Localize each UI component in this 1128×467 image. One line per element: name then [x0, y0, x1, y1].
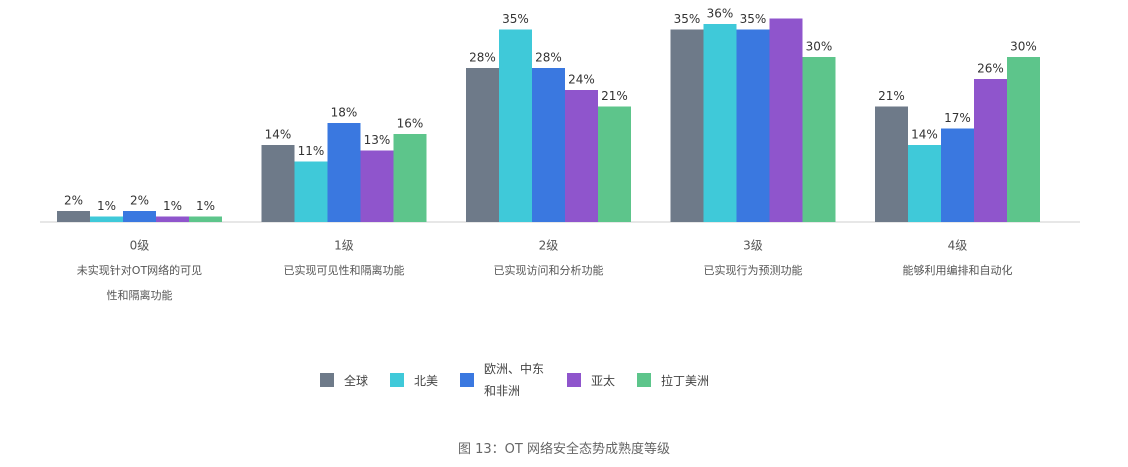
value-label: 35%	[674, 12, 701, 26]
value-label: 28%	[469, 51, 496, 65]
legend-item: 北美	[390, 372, 438, 389]
bar	[974, 79, 1007, 222]
value-label: 21%	[878, 89, 905, 103]
bar	[1007, 57, 1040, 222]
value-label: 1%	[97, 199, 116, 213]
category-label: 2级	[539, 239, 559, 253]
legend-label: 全球	[344, 373, 369, 388]
value-label: 16%	[397, 117, 424, 131]
bar	[393, 134, 427, 222]
legend-swatch	[460, 373, 475, 387]
value-label: 17%	[944, 111, 971, 125]
legend-label: 拉丁美洲	[661, 373, 710, 388]
bar	[294, 161, 328, 222]
bar	[670, 29, 704, 222]
category-description: 性和隔离功能	[107, 288, 173, 302]
bar	[802, 57, 836, 222]
caption: 图 13：OT 网络安全态势成熟度等级	[458, 442, 670, 457]
bar	[941, 128, 974, 222]
legend-swatch	[567, 373, 582, 387]
value-label: 36%	[707, 7, 734, 21]
value-label: 26%	[977, 62, 1004, 76]
bar	[703, 24, 737, 222]
value-label: 24%	[568, 73, 595, 87]
bar	[327, 123, 361, 222]
value-label: 18%	[331, 106, 358, 120]
value-label: 35%	[502, 12, 529, 26]
legend: 全球 北美 欧洲、中东和非洲 亚太 拉丁美洲	[320, 358, 709, 402]
value-label: 1%	[196, 199, 215, 213]
legend-item: 拉丁美洲	[637, 372, 709, 389]
bar	[565, 90, 598, 222]
value-label: 14%	[265, 128, 292, 142]
bar	[598, 106, 631, 222]
bar	[769, 18, 803, 222]
category-label: 4级	[948, 239, 968, 253]
category-description: 已实现可见性和隔离功能	[284, 263, 405, 277]
bar	[908, 145, 941, 222]
bar	[189, 216, 222, 222]
bar	[875, 106, 908, 222]
category-description: 已实现行为预测功能	[704, 263, 803, 277]
bar	[57, 211, 90, 222]
bar	[499, 29, 532, 222]
bar	[736, 29, 770, 222]
value-label: 14%	[911, 128, 938, 142]
legend-item: 全球	[320, 372, 368, 389]
value-label: 11%	[298, 144, 325, 158]
legend-label: 北美	[414, 373, 439, 388]
legend-label: 亚太	[591, 373, 616, 388]
bar	[360, 150, 394, 222]
legend-swatch	[390, 373, 405, 387]
value-label: 13%	[364, 133, 391, 147]
value-label: 21%	[601, 89, 628, 103]
value-label: 2%	[64, 194, 83, 208]
legend-item: 欧洲、中东和非洲	[460, 358, 545, 402]
bar	[532, 68, 565, 222]
value-label: 30%	[806, 40, 833, 54]
bar	[261, 145, 295, 222]
legend-label: 欧洲、中东和非洲	[484, 362, 545, 398]
category-description: 能够利用编排和自动化	[903, 263, 1013, 277]
category-label: 0级	[130, 239, 150, 253]
value-label: 35%	[740, 12, 767, 26]
bar	[156, 216, 189, 222]
legend-swatch	[637, 373, 652, 387]
value-label: 30%	[1010, 40, 1037, 54]
bar	[466, 68, 499, 222]
bar	[123, 211, 156, 222]
bar	[90, 216, 123, 222]
category-description: 未实现针对OT网络的可见	[77, 263, 202, 277]
category-label: 1级	[334, 239, 354, 253]
legend-item: 亚太	[567, 372, 615, 389]
value-label: 28%	[535, 51, 562, 65]
category-label: 3级	[743, 239, 763, 253]
value-label: 1%	[163, 199, 182, 213]
category-description: 已实现访问和分析功能	[494, 263, 604, 277]
value-label: 2%	[130, 194, 149, 208]
legend-swatch	[320, 373, 334, 387]
